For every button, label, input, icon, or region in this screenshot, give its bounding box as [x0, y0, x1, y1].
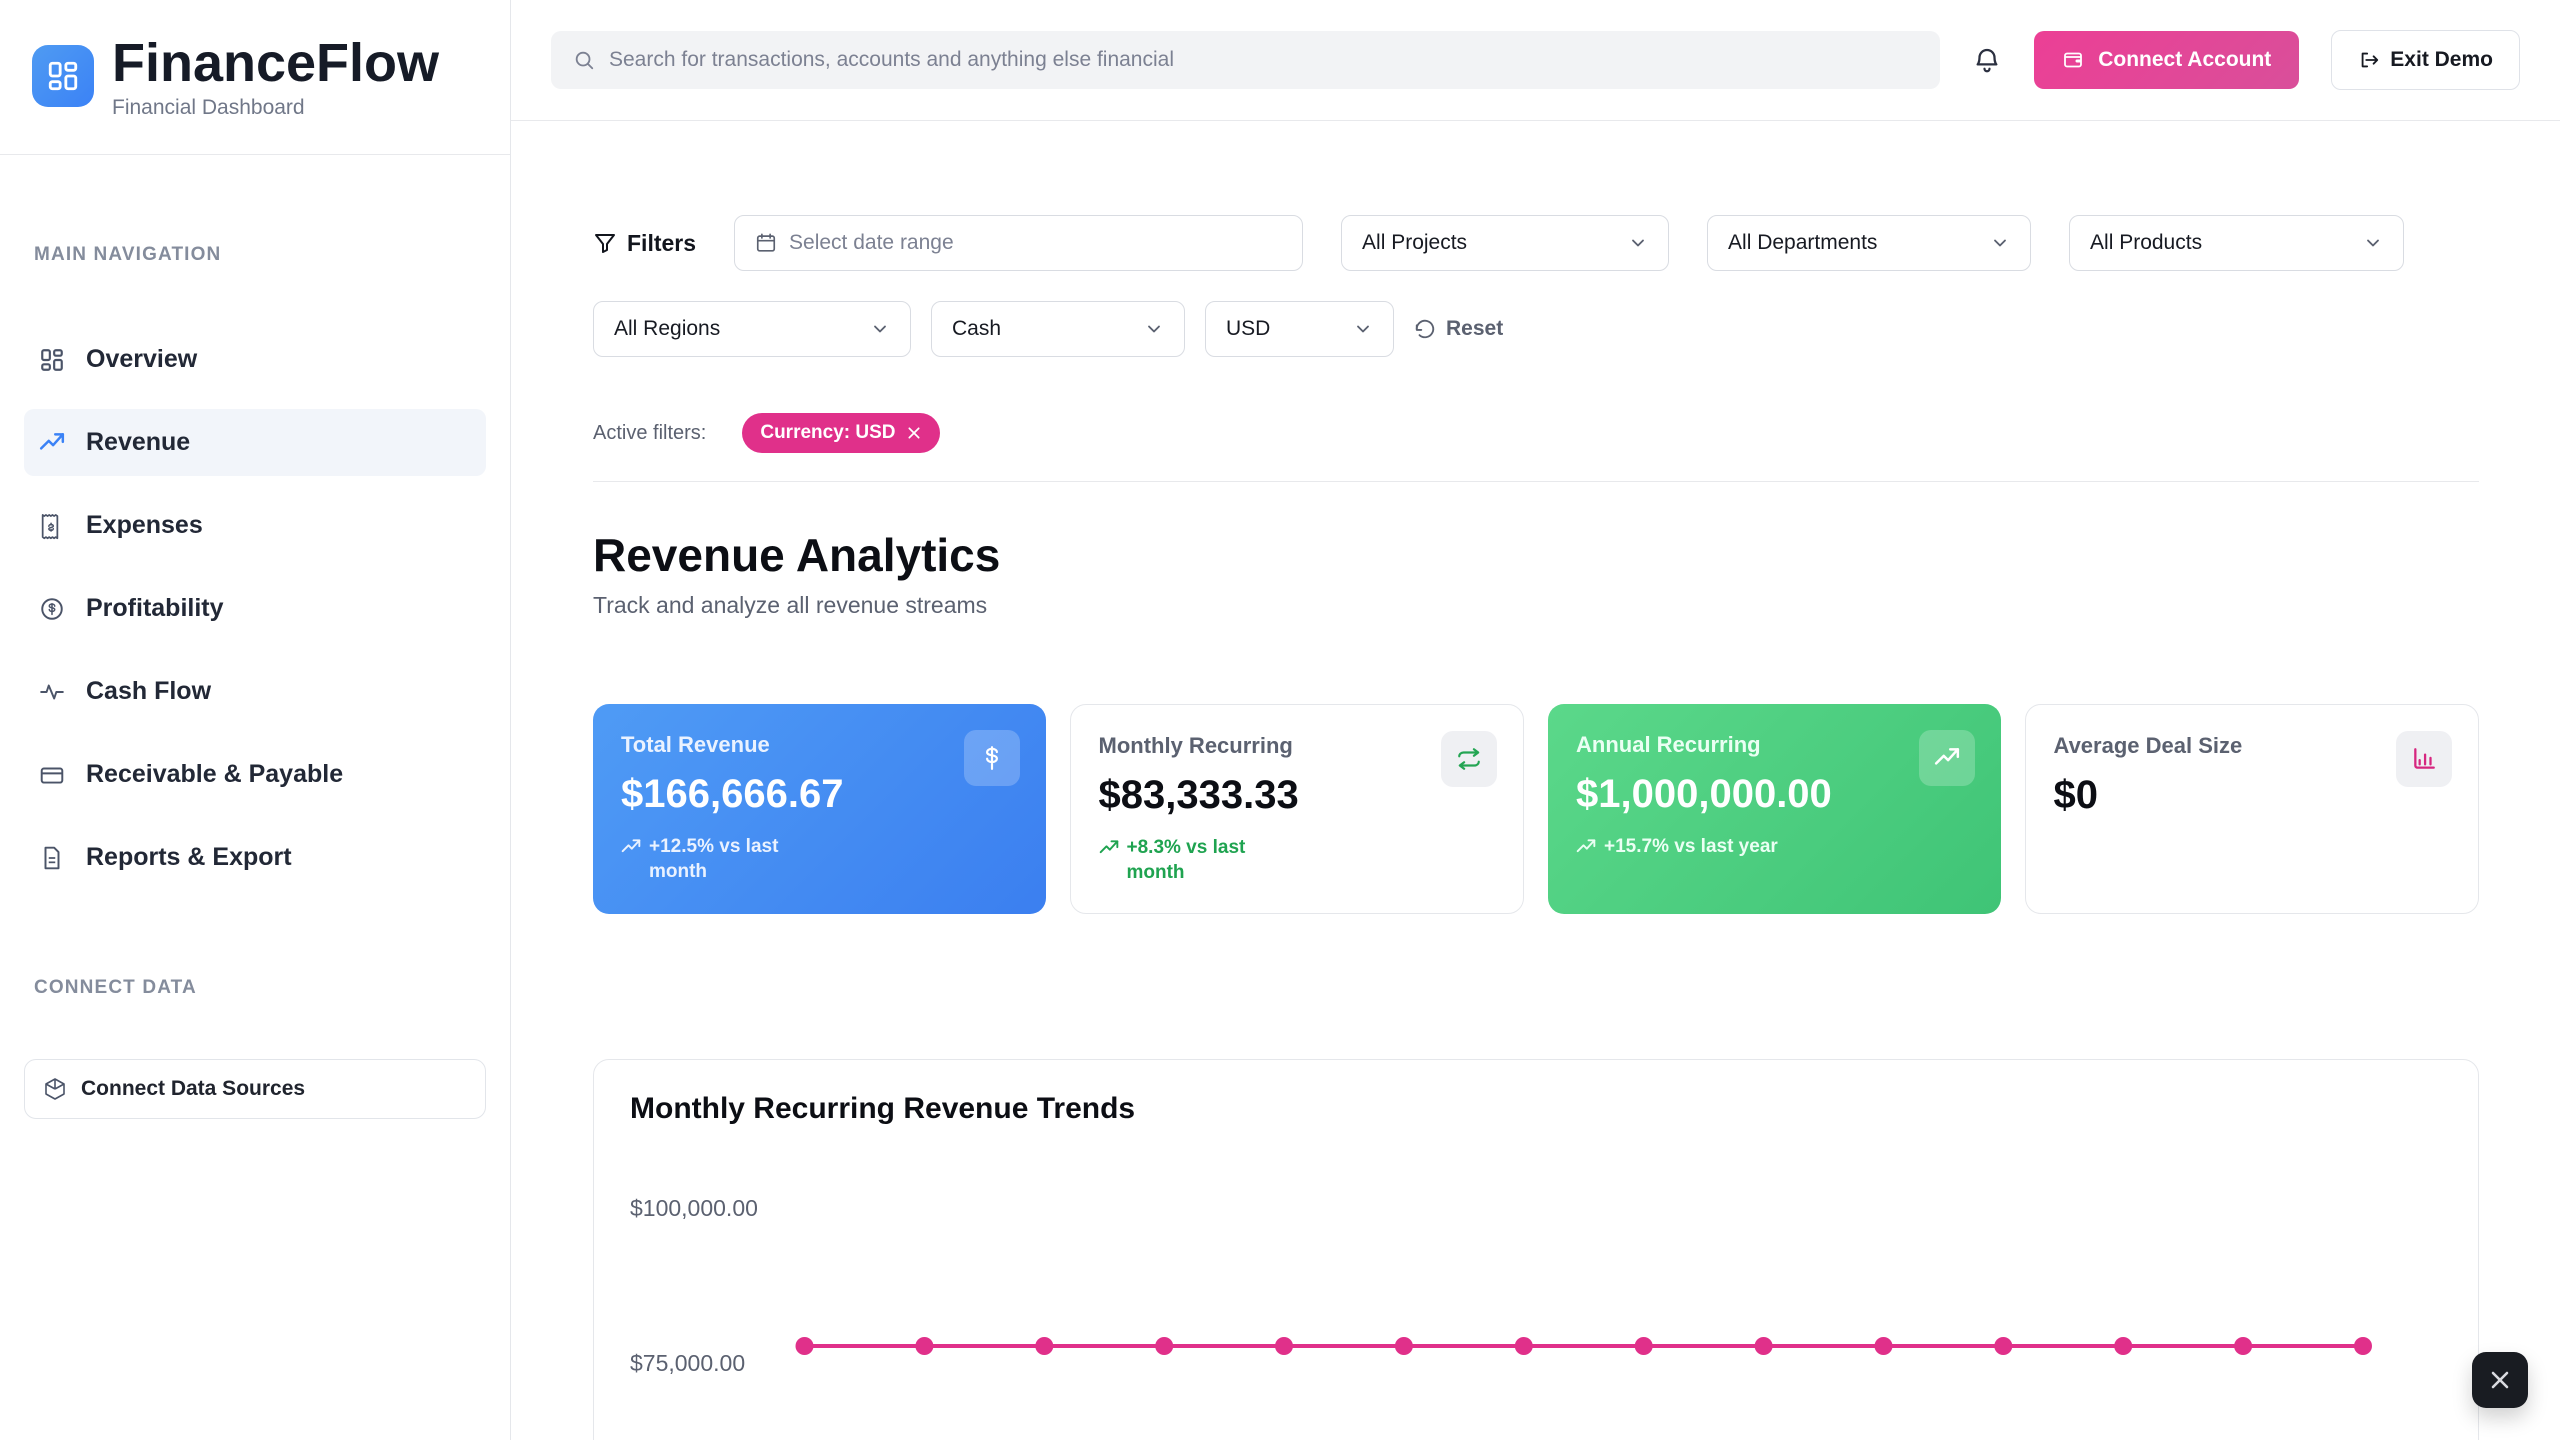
svg-text:$75,000.00: $75,000.00	[630, 1350, 745, 1376]
svg-text:$100,000.00: $100,000.00	[630, 1195, 758, 1221]
